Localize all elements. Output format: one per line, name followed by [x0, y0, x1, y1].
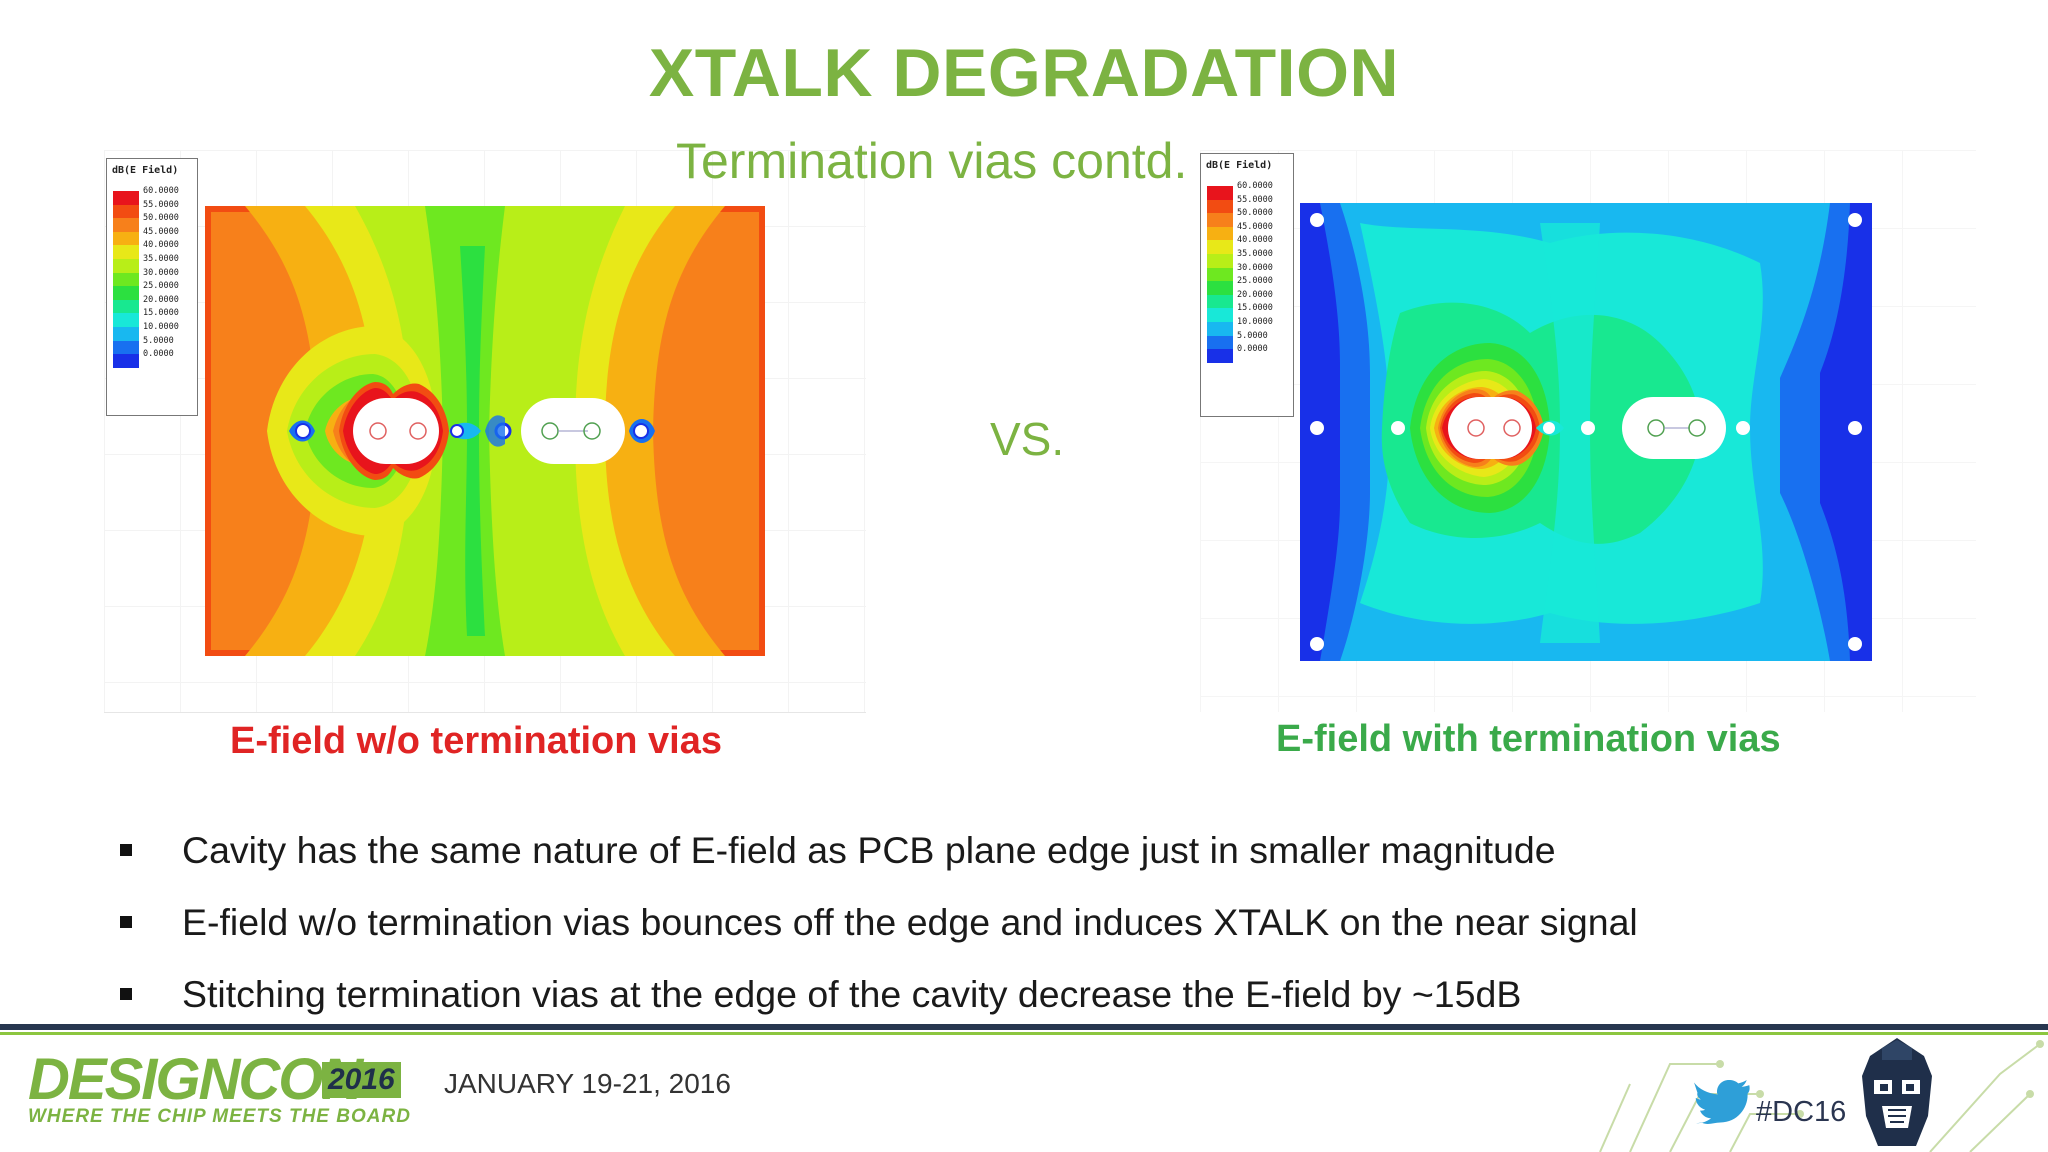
designcon-logo: DESIGNCON: [28, 1047, 363, 1112]
legend-level-label: 35.0000: [143, 254, 179, 264]
legend-level-label: 55.0000: [1237, 194, 1273, 205]
legend-level-label: 50.0000: [143, 213, 179, 224]
legend-level-label: 0.0000: [143, 349, 174, 360]
legend-level-label: 50.0000: [1237, 208, 1273, 219]
legend-level-label: 60.0000: [143, 186, 179, 196]
efield-plot-without-vias: [205, 206, 765, 656]
legend-level-label: 60.0000: [1237, 181, 1273, 191]
bullet-text: E-field w/o termination vias bounces off…: [182, 901, 1638, 943]
legend-level-label: 45.0000: [143, 226, 179, 237]
legend-swatch: [1207, 349, 1233, 364]
bullet-text: Stitching termination vias at the edge o…: [182, 973, 1522, 1015]
legend-right: dB(E Field) 60.0000 55.0000 50.0000 45.0000…: [1200, 153, 1294, 417]
legend-level-label: 55.0000: [143, 199, 179, 210]
legend-title: dB(E Field): [1206, 160, 1273, 171]
legend-level-label: 15.0000: [1237, 303, 1273, 314]
footer-green-bar: [0, 1032, 2048, 1035]
legend-level-label: 25.0000: [1237, 276, 1273, 287]
legend-level-label: 5.0000: [1237, 330, 1268, 341]
bullet-square-icon: [120, 916, 132, 928]
slide-title: XTALK DEGRADATION: [648, 35, 1400, 111]
bullet-text: Cavity has the same nature of E-field as…: [182, 829, 1556, 871]
legend-swatch: [113, 327, 139, 342]
legend-swatch: [113, 204, 139, 219]
legend-swatch: [1207, 226, 1233, 241]
legend-level-label: 35.0000: [1237, 249, 1273, 259]
legend-swatch: [113, 245, 139, 260]
legend-swatch: [1207, 335, 1233, 350]
legend-level-label: 25.0000: [143, 281, 179, 292]
legend-level-label: 15.0000: [143, 308, 179, 319]
slide-subtitle: Termination vias contd.: [676, 133, 1188, 189]
legend-swatch: [113, 218, 139, 233]
legend-swatch: [1207, 308, 1233, 323]
legend-level-label: 40.0000: [143, 240, 179, 251]
legend-level-label: 0.0000: [1237, 344, 1268, 355]
legend-swatch: [1207, 213, 1233, 228]
legend-level-label: 10.0000: [143, 322, 179, 332]
legend-swatch: [1207, 199, 1233, 214]
legend-swatch: [1207, 322, 1233, 337]
legend-level-label: 20.0000: [143, 294, 179, 305]
legend-swatch: [113, 354, 139, 369]
caption-with-vias: E-field with termination vias: [1276, 718, 1781, 760]
legend-swatch: [1207, 294, 1233, 309]
logo-tagline: WHERE THE CHIP MEETS THE BOARD: [28, 1106, 411, 1127]
footer-navy-bar: [0, 1024, 2048, 1030]
vs-label: VS.: [990, 413, 1065, 465]
event-hashtag: #DC16: [1756, 1096, 1847, 1128]
robot-mascot-icon: [1862, 1038, 1932, 1146]
legend-level-label: 30.0000: [1237, 262, 1273, 273]
legend-swatch: [113, 259, 139, 274]
legend-swatch: [113, 231, 139, 246]
legend-swatch: [1207, 254, 1233, 269]
legend-swatch: [113, 313, 139, 328]
bullet-square-icon: [120, 988, 132, 1000]
legend-swatch: [1207, 267, 1233, 282]
bullet-item: Stitching termination vias at the edge o…: [118, 968, 1638, 1040]
legend-level-label: 10.0000: [1237, 317, 1273, 327]
efield-plot-with-vias: [1300, 203, 1872, 661]
bullet-square-icon: [120, 844, 132, 856]
legend-level-label: 5.0000: [143, 335, 174, 346]
circuit-decoration-icon: [1599, 1040, 2044, 1152]
legend-left: dB(E Field) 60.0000 55.0000 50.0000 45.0000…: [106, 158, 198, 416]
bullet-item: E-field w/o termination vias bounces off…: [118, 896, 1638, 968]
footer: DESIGNCON 2016 WHERE THE CHIP MEETS THE …: [0, 1024, 2048, 1152]
legend-swatch: [113, 272, 139, 287]
event-date: JANUARY 19-21, 2016: [444, 1068, 731, 1099]
logo-year: 2016: [322, 1062, 401, 1098]
legend-swatch: [1207, 240, 1233, 255]
bullet-item: Cavity has the same nature of E-field as…: [118, 824, 1638, 896]
bullet-list: Cavity has the same nature of E-field as…: [118, 824, 1638, 1040]
legend-swatch: [113, 340, 139, 355]
legend-level-label: 45.0000: [1237, 221, 1273, 232]
legend-swatch: [113, 299, 139, 314]
caption-without-vias: E-field w/o termination vias: [230, 720, 722, 762]
legend-level-label: 20.0000: [1237, 289, 1273, 300]
legend-level-label: 40.0000: [1237, 235, 1273, 246]
legend-swatch: [113, 286, 139, 301]
legend-level-label: 30.0000: [143, 267, 179, 278]
twitter-bird-icon: [1694, 1080, 1750, 1125]
legend-swatch: [113, 191, 139, 206]
legend-swatch: [1207, 186, 1233, 201]
legend-swatch: [1207, 281, 1233, 296]
legend-title: dB(E Field): [112, 165, 179, 176]
